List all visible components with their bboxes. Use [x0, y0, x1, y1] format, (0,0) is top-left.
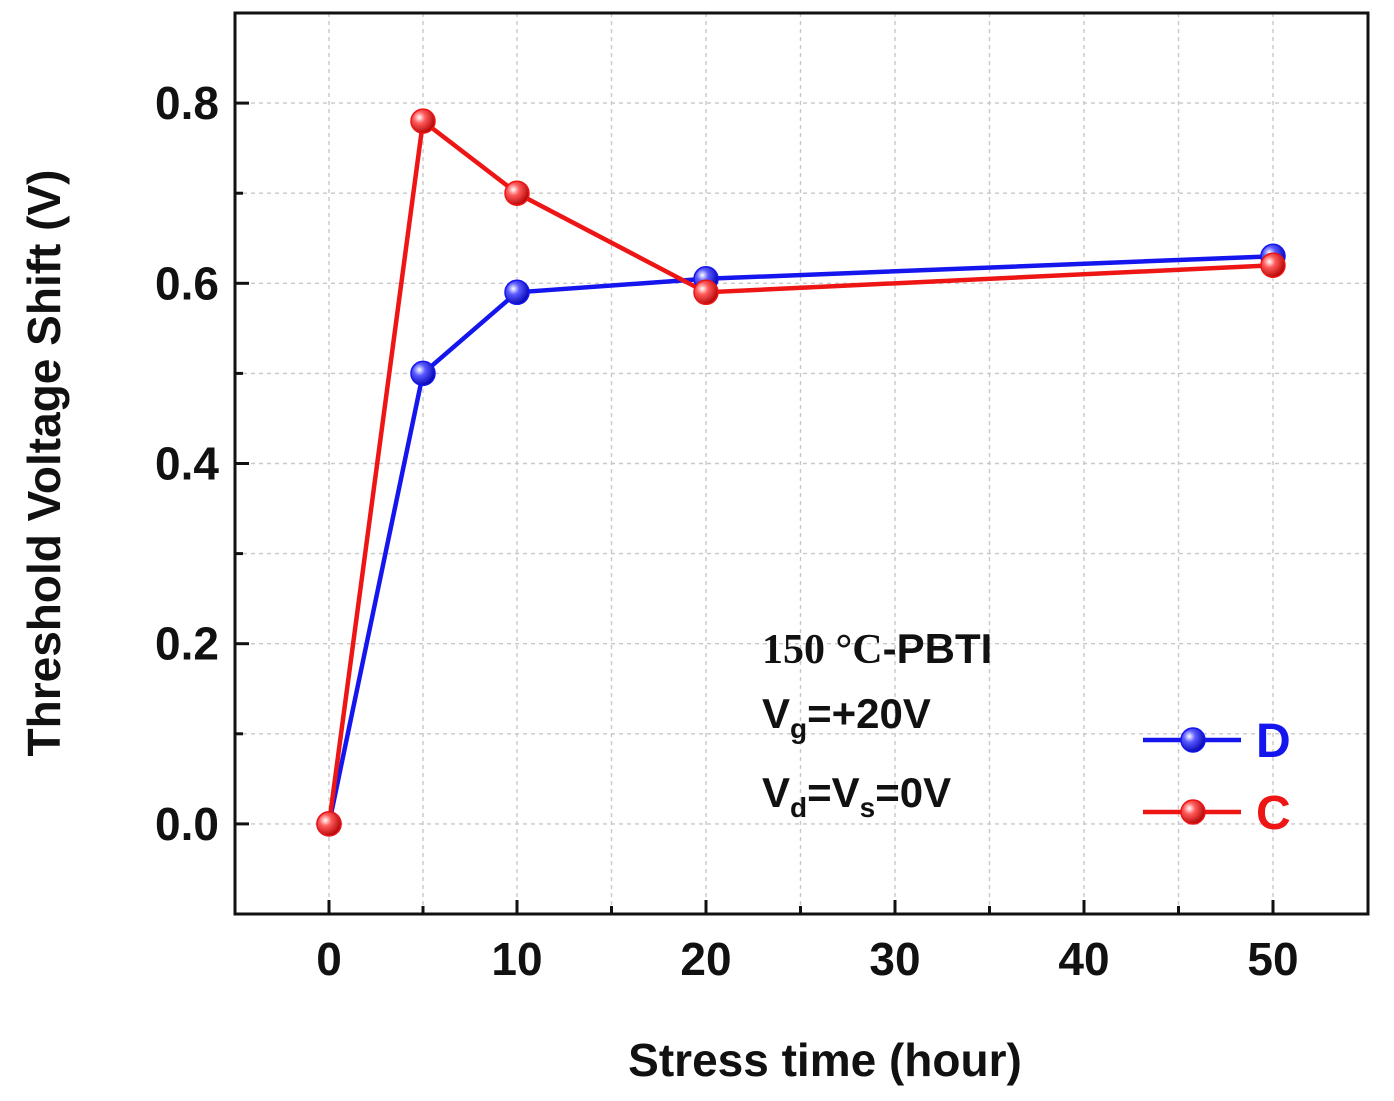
legend-D-marker	[1180, 727, 1206, 753]
annotation-line-2: Vg=+20V	[762, 690, 931, 744]
annotation-line-3: Vd=Vs=0V	[762, 769, 951, 823]
series-D-point	[504, 279, 530, 306]
y-tick-label: 0.4	[155, 438, 219, 490]
series-C-point	[1260, 252, 1286, 279]
plot-frame	[233, 11, 1370, 916]
legend: DC	[1143, 715, 1291, 840]
x-tick-label: 10	[491, 933, 542, 985]
series-C-point	[316, 811, 342, 837]
y-tick-label: 0.0	[155, 798, 219, 850]
annotation-temperature: 150 °C	[762, 627, 883, 673]
series-C-point	[410, 108, 436, 134]
annotation-test-type: -PBTI	[883, 625, 993, 672]
y-tick-labels: 0.0 0.2 0.4 0.6 0.8	[155, 77, 219, 850]
series	[316, 108, 1286, 837]
series-C-point	[693, 279, 719, 306]
annotation: 150 °C-PBTI Vg=+20V Vd=Vs=0V	[762, 625, 992, 823]
x-tick-label: 50	[1247, 933, 1298, 985]
y-tick-label: 0.6	[155, 257, 219, 309]
grid	[235, 12, 1368, 915]
legend-D-label: D	[1256, 715, 1291, 768]
series-D-point	[410, 360, 436, 387]
annotation-line-1: 150 °C-PBTI	[762, 625, 992, 673]
y-axis-label: Threshold Voltage Shift (V)	[18, 170, 70, 757]
x-tick-label: 30	[869, 933, 920, 985]
y-tick-label: 0.8	[155, 77, 219, 129]
legend-C-label: C	[1256, 787, 1291, 840]
x-tick-labels: 0 10 20 30 40 50	[316, 933, 1298, 985]
x-tick-label: 40	[1058, 933, 1109, 985]
series-C-point	[504, 180, 530, 206]
legend-C-marker	[1180, 799, 1206, 825]
x-tick-label: 20	[680, 933, 731, 985]
y-tick-label: 0.2	[155, 618, 219, 670]
x-tick-label: 0	[316, 933, 342, 985]
x-axis-label: Stress time (hour)	[628, 1034, 1022, 1086]
